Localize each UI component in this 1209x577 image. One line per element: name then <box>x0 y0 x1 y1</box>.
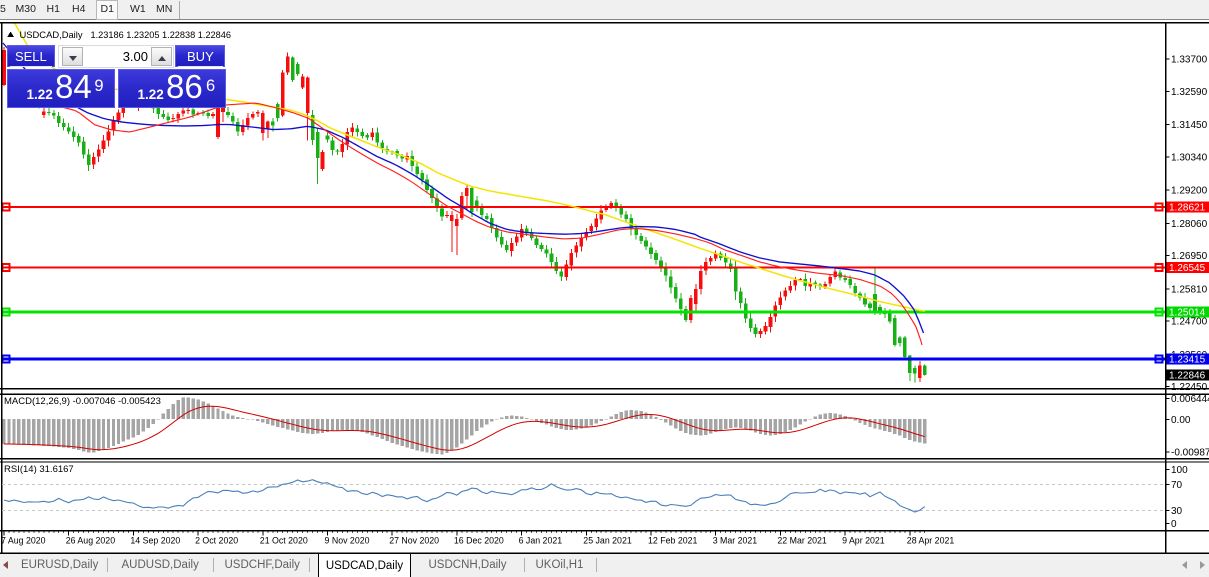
svg-text:22 Mar 2021: 22 Mar 2021 <box>777 536 826 546</box>
svg-text:0: 0 <box>1171 519 1177 530</box>
svg-text:1.33700: 1.33700 <box>1171 55 1208 66</box>
svg-text:12 Feb 2021: 12 Feb 2021 <box>648 536 698 546</box>
svg-text:0.00: 0.00 <box>1171 415 1191 426</box>
svg-text:MACD(12,26,9) -0.007046 -0.005: MACD(12,26,9) -0.007046 -0.005423 <box>4 396 161 407</box>
svg-text:2 Oct 2020: 2 Oct 2020 <box>195 536 238 546</box>
svg-text:26 Aug 2020: 26 Aug 2020 <box>66 536 116 546</box>
svg-text:6 Jan 2021: 6 Jan 2021 <box>519 536 563 546</box>
svg-text:1.25810: 1.25810 <box>1171 284 1208 295</box>
svg-text:1.32590: 1.32590 <box>1171 87 1208 98</box>
svg-text:1.23415: 1.23415 <box>1169 355 1206 366</box>
svg-text:0.006444: 0.006444 <box>1171 394 1209 405</box>
svg-text:70: 70 <box>1171 480 1183 491</box>
svg-text:7 Aug 2020: 7 Aug 2020 <box>1 536 46 546</box>
svg-text:1.26950: 1.26950 <box>1171 251 1208 262</box>
svg-text:RSI(14) 31.6167: RSI(14) 31.6167 <box>4 464 74 475</box>
svg-text:1.22846: 1.22846 <box>1169 371 1206 382</box>
svg-text:3 Mar 2021: 3 Mar 2021 <box>713 536 758 546</box>
svg-text:1.29200: 1.29200 <box>1171 186 1208 197</box>
svg-text:USDCAD,Daily: USDCAD,Daily <box>20 29 83 40</box>
svg-text:9 Nov 2020: 9 Nov 2020 <box>325 536 370 546</box>
svg-text:100: 100 <box>1171 465 1188 476</box>
svg-text:21 Oct 2020: 21 Oct 2020 <box>260 536 308 546</box>
svg-text:30: 30 <box>1171 506 1183 517</box>
svg-text:1.25014: 1.25014 <box>1169 308 1206 319</box>
svg-text:9 Apr 2021: 9 Apr 2021 <box>842 536 885 546</box>
svg-text:1.23186 1.23205 1.22838 1.2284: 1.23186 1.23205 1.22838 1.22846 <box>91 30 232 40</box>
svg-text:27 Nov 2020: 27 Nov 2020 <box>389 536 439 546</box>
svg-text:1.24700: 1.24700 <box>1171 317 1208 328</box>
svg-text:16 Dec 2020: 16 Dec 2020 <box>454 536 504 546</box>
svg-text:25 Jan 2021: 25 Jan 2021 <box>583 536 632 546</box>
svg-text:14 Sep 2020: 14 Sep 2020 <box>130 536 180 546</box>
svg-text:1.28060: 1.28060 <box>1171 219 1208 230</box>
svg-text:1.30340: 1.30340 <box>1171 153 1208 164</box>
svg-text:1.22450: 1.22450 <box>1171 382 1208 393</box>
svg-text:1.28621: 1.28621 <box>1169 203 1206 214</box>
svg-text:1.26545: 1.26545 <box>1169 263 1206 274</box>
svg-text:1.31450: 1.31450 <box>1171 120 1208 131</box>
svg-text:28 Apr 2021: 28 Apr 2021 <box>907 536 955 546</box>
